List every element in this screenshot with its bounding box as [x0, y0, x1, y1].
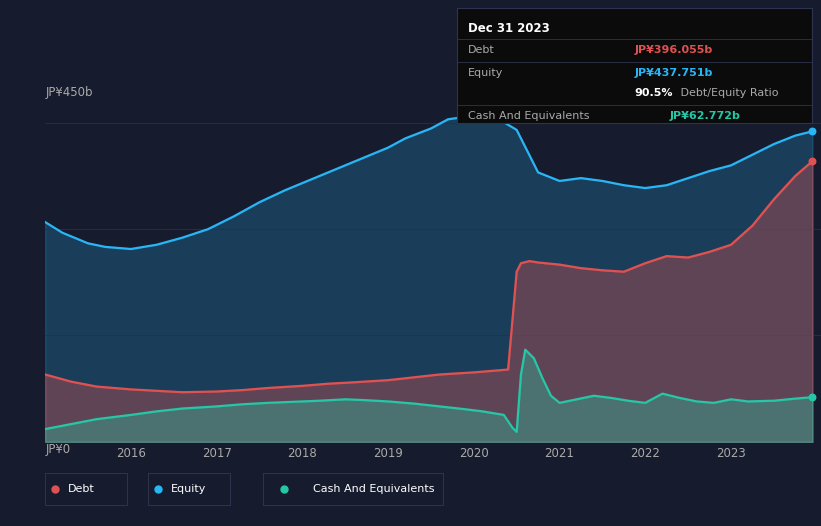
Point: [806, 127, 819, 136]
Text: Debt: Debt: [468, 45, 495, 55]
Text: Dec 31 2023: Dec 31 2023: [468, 22, 550, 35]
Text: Cash And Equivalents: Cash And Equivalents: [314, 484, 435, 494]
Text: Cash And Equivalents: Cash And Equivalents: [468, 111, 589, 121]
Text: Debt: Debt: [68, 484, 95, 494]
Text: JP¥62.772b: JP¥62.772b: [670, 111, 741, 121]
Text: Debt/Equity Ratio: Debt/Equity Ratio: [677, 88, 778, 98]
Text: JP¥0: JP¥0: [45, 443, 71, 457]
Text: JP¥450b: JP¥450b: [45, 86, 93, 99]
Text: Equity: Equity: [468, 67, 503, 77]
Text: 90.5%: 90.5%: [635, 88, 673, 98]
Text: JP¥396.055b: JP¥396.055b: [635, 45, 713, 55]
Point: [806, 157, 819, 165]
Point: [806, 393, 819, 401]
Text: JP¥437.751b: JP¥437.751b: [635, 67, 713, 77]
Text: Equity: Equity: [171, 484, 206, 494]
